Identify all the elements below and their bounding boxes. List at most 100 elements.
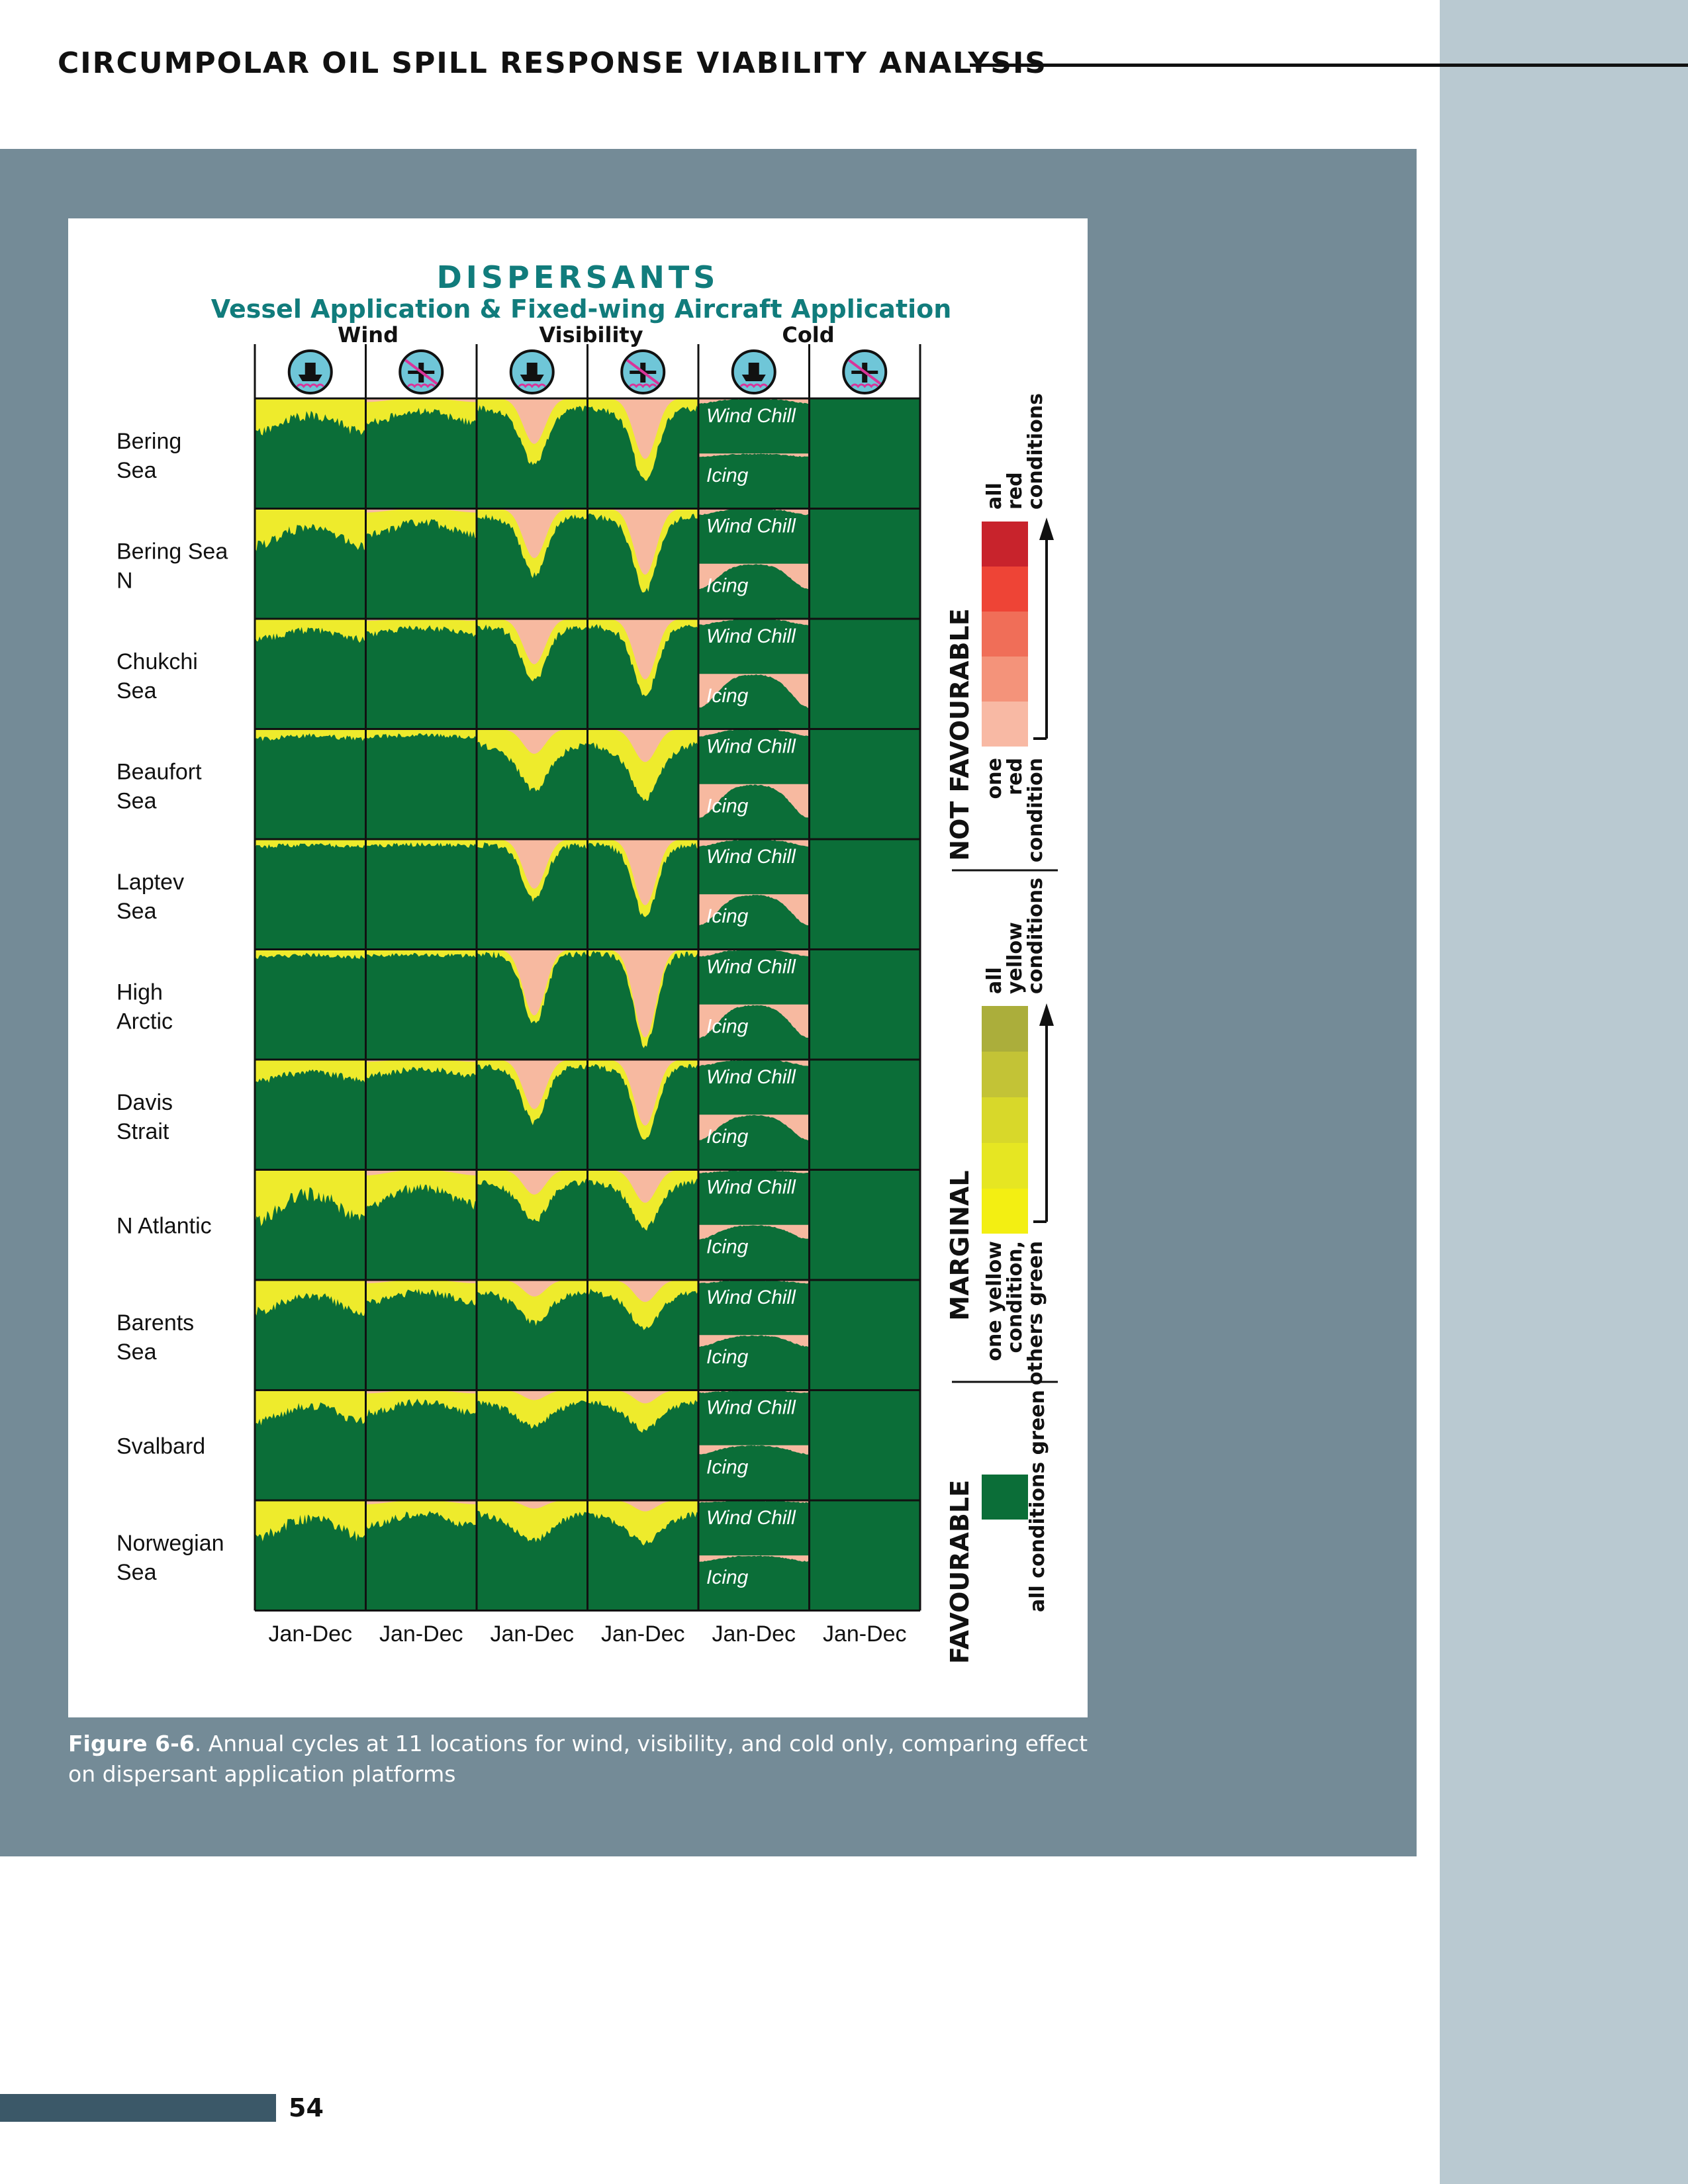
wind-chill-band	[698, 619, 810, 625]
legend-yellow-bottom-1: one yellow	[983, 1241, 1006, 1361]
not-favourable-band	[587, 1169, 698, 1203]
page-number: 54	[289, 2093, 324, 2122]
cell-6-1	[255, 949, 366, 960]
footer-bar	[0, 2094, 276, 2122]
dispersants-figure: Wind Chill Icing Wind Chill Icing Wind Chill…	[117, 259, 1058, 1664]
location-label: Laptev Sea	[117, 870, 184, 924]
yellow-swatch-5	[982, 1189, 1028, 1234]
cell-1-4	[587, 398, 698, 481]
aircraft-icon	[620, 349, 666, 394]
location-name-line2: Sea	[117, 1560, 157, 1585]
location-name-line1: Davis	[117, 1090, 173, 1115]
legend-yellow-scale	[982, 1006, 1028, 1234]
marginal-band	[477, 1169, 588, 1222]
cell-2-5	[698, 508, 810, 589]
not-favourable-band	[477, 1500, 588, 1509]
icing-label: Icing	[706, 1346, 749, 1368]
not-favourable-band	[477, 839, 588, 889]
cell-3-4	[587, 619, 698, 696]
marginal-band	[255, 398, 366, 435]
cell-11-1	[255, 1500, 366, 1541]
yellow-swatch-1	[982, 1006, 1028, 1052]
legend-red-bottom-3: condition	[1024, 758, 1047, 862]
marginal-band	[587, 729, 698, 801]
marginal-band	[255, 1280, 366, 1316]
icing-label: Icing	[706, 575, 749, 597]
location-name-line1: Svalbard	[117, 1434, 205, 1459]
not-favourable-band	[587, 729, 698, 762]
location-name-line2: Sea	[117, 899, 157, 924]
location-label: N Atlantic	[117, 1214, 212, 1239]
x-axis-label: Jan-Dec	[712, 1621, 796, 1647]
location-name-line2: Arctic	[117, 1009, 173, 1034]
figure-subtitle: Vessel Application & Fixed-wing Aircraft…	[211, 295, 952, 324]
red-swatch-2	[982, 567, 1028, 612]
wind-chill-label: Wind Chill	[706, 516, 796, 537]
cell-1-1	[255, 398, 366, 435]
vessel-icon	[287, 349, 333, 394]
cell-6-3	[477, 949, 588, 1024]
cell-9-1	[255, 1280, 366, 1316]
vessel-icon	[731, 349, 776, 394]
cell-8-2	[365, 1169, 477, 1210]
marginal-band	[255, 508, 366, 551]
marginal-band	[365, 508, 477, 539]
wind-chill-label: Wind Chill	[706, 405, 796, 427]
not-favourable-band	[477, 398, 588, 444]
cell-6-2	[365, 949, 477, 958]
icing-label: Icing	[706, 1126, 749, 1148]
wind-chill-band	[698, 949, 810, 957]
cell-2-3	[477, 508, 588, 578]
icing-label: Icing	[706, 1016, 749, 1038]
location-label: Barents Sea	[117, 1310, 194, 1365]
location-label: Norwegian Sea	[117, 1531, 224, 1585]
group-label-wind: Wind	[338, 322, 399, 347]
not-favourable-band	[477, 619, 588, 664]
icing-band	[698, 1335, 810, 1347]
location-name-line2: Sea	[117, 789, 157, 814]
marginal-band	[365, 839, 477, 848]
icing-label: Icing	[706, 905, 749, 927]
sidebar-band	[1440, 0, 1688, 2184]
cell-4-1	[255, 729, 366, 741]
wind-chill-label: Wind Chill	[706, 956, 796, 978]
legend-yellow-top-3: conditions	[1024, 878, 1047, 994]
legend-green-label: all conditions green	[1026, 1390, 1049, 1612]
legend-red-bottom-2: red	[1004, 758, 1027, 796]
wind-chill-band	[698, 729, 810, 737]
location-label: High Arctic	[117, 980, 173, 1034]
cell-8-1	[255, 1169, 366, 1227]
location-name-line2: Sea	[117, 678, 157, 704]
cell-1-3	[477, 398, 588, 465]
cell-9-3	[477, 1280, 588, 1326]
not-favourable-band	[477, 1390, 588, 1400]
caption-text: . Annual cycles at 11 locations for wind…	[68, 1731, 1088, 1787]
red-swatch-5	[982, 702, 1028, 747]
cell-5-4	[587, 839, 698, 917]
not-favourable-band	[365, 1169, 477, 1175]
marginal-band	[255, 1500, 366, 1541]
cell-2-1	[255, 508, 366, 551]
figure-title: DISPERSANTS	[437, 259, 720, 295]
figure-caption: Figure 6-6. Annual cycles at 11 location…	[68, 1729, 1088, 1790]
location-name-line1: Norwegian	[117, 1531, 224, 1556]
x-axis-label: Jan-Dec	[490, 1621, 574, 1647]
location-name-line2: N	[117, 569, 133, 594]
yellow-scale-arrowhead	[1039, 1003, 1054, 1026]
cell-10-1	[255, 1390, 366, 1426]
x-axis-label: Jan-Dec	[268, 1621, 352, 1647]
not-favourable-band	[587, 1390, 698, 1404]
location-name-line2: Sea	[117, 1340, 157, 1365]
marginal-band	[255, 949, 366, 960]
location-name-line1: Bering	[117, 429, 181, 454]
icing-band	[698, 894, 810, 926]
icing-band	[698, 1445, 810, 1455]
cell-8-3	[477, 1169, 588, 1222]
location-name-line2: Strait	[117, 1119, 169, 1144]
location-name-line1: High	[117, 980, 163, 1005]
marginal-band	[365, 1500, 477, 1529]
wind-chill-band	[698, 398, 810, 404]
icing-band	[698, 1555, 810, 1562]
yellow-swatch-3	[982, 1097, 1028, 1143]
cell-3-1	[255, 619, 366, 643]
